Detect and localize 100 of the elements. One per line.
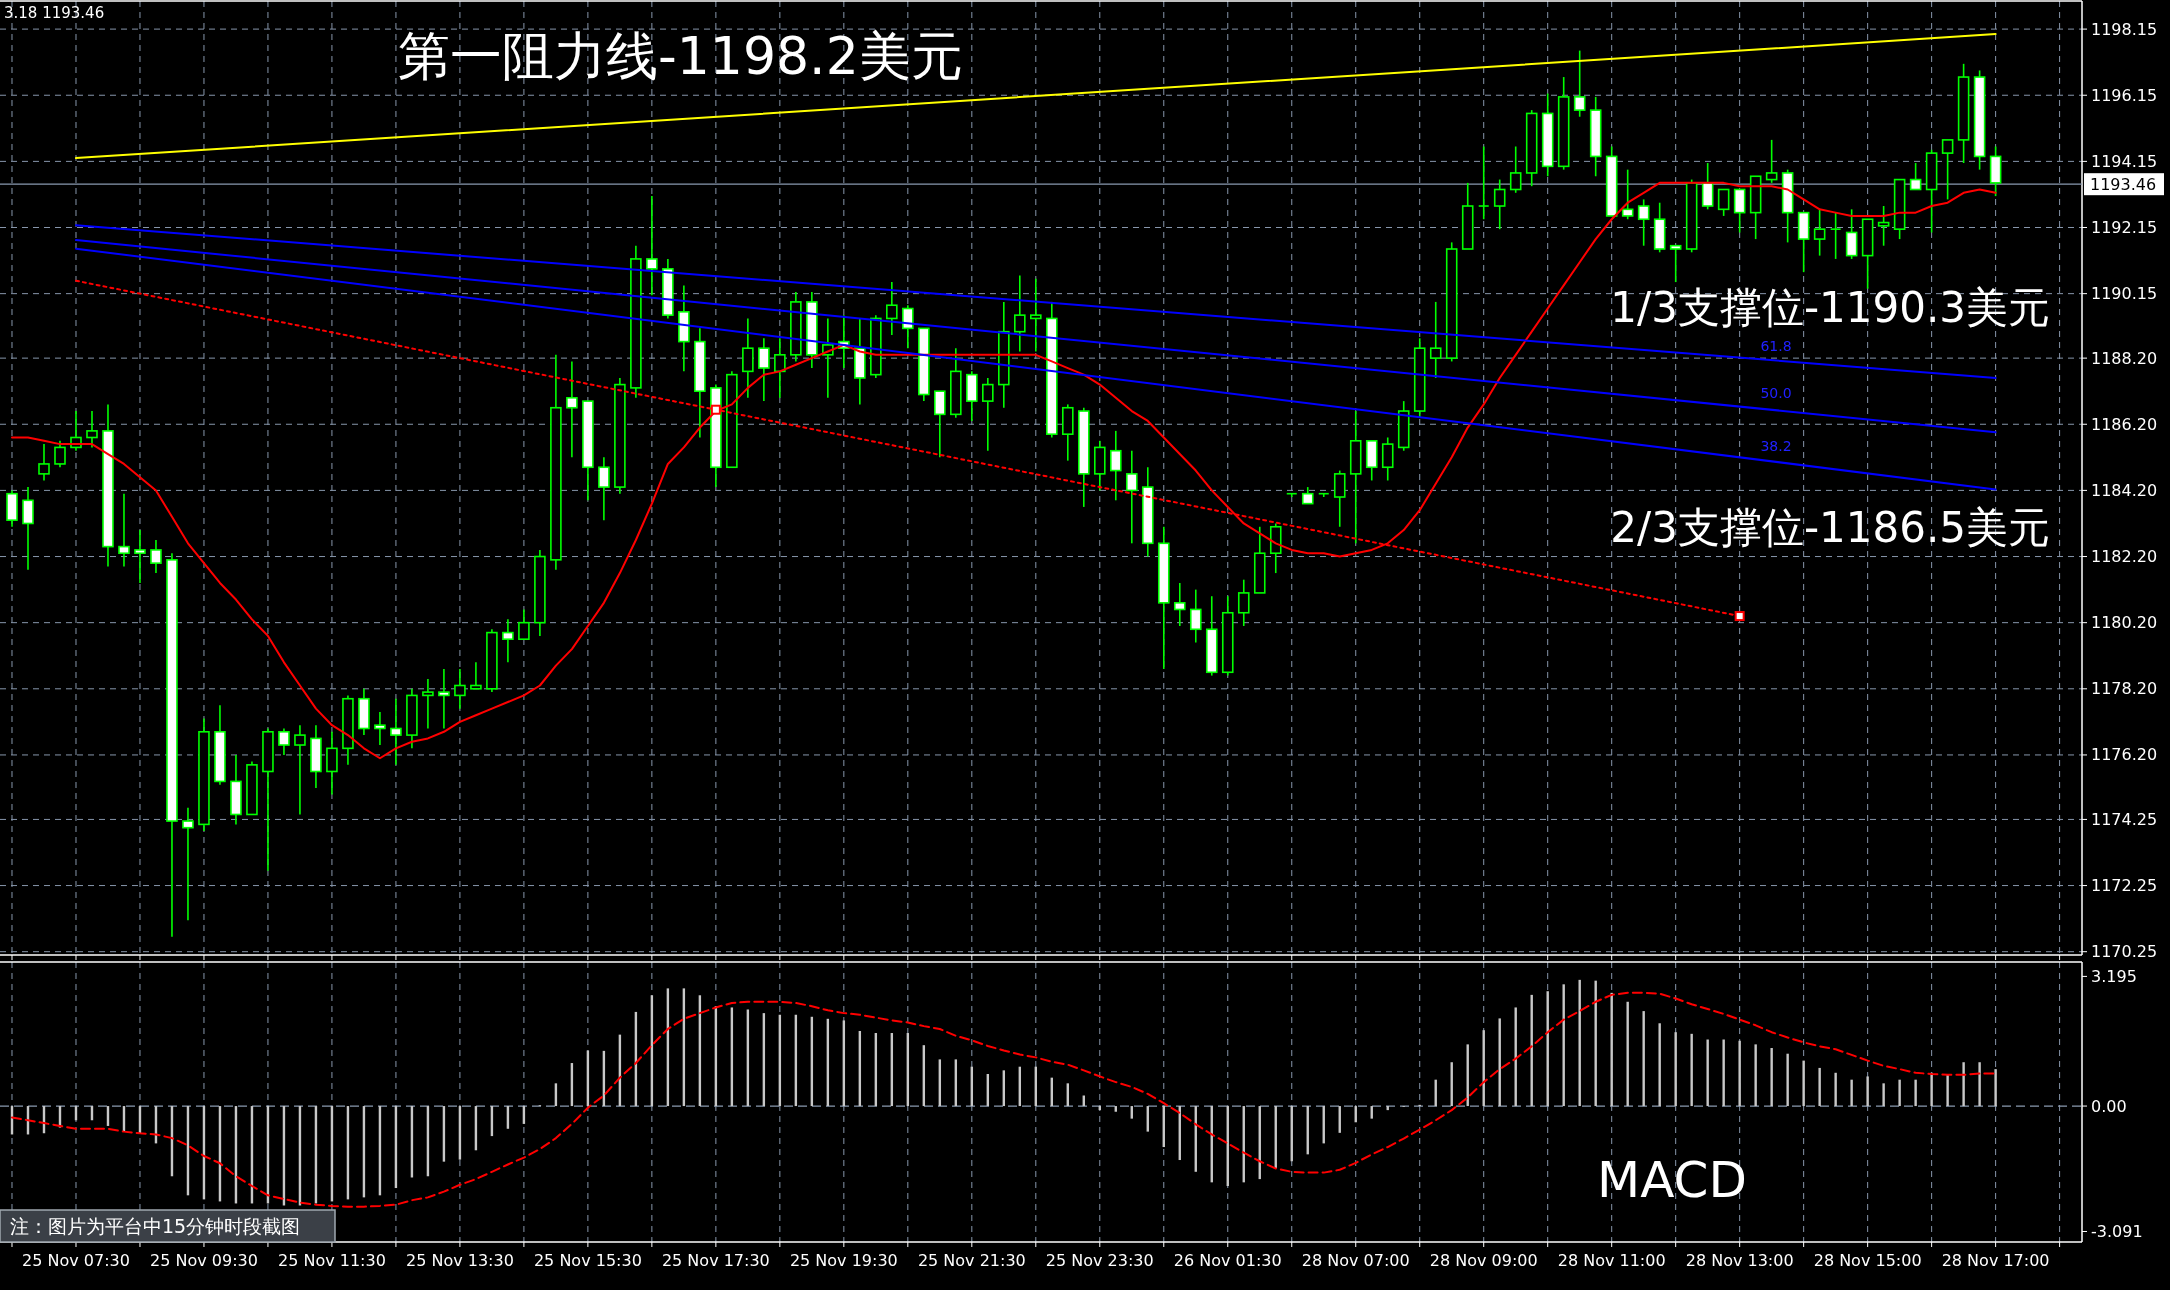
y-tick-label: 1182.20 <box>2091 547 2158 567</box>
candlestick <box>134 529 146 584</box>
x-tick-label: 25 Nov 11:30 <box>278 1251 386 1270</box>
candlestick <box>390 697 402 766</box>
bar <box>1610 992 1613 1107</box>
candlestick <box>742 317 754 399</box>
candlestick <box>278 727 290 756</box>
x-tick-label: 28 Nov 07:00 <box>1301 1251 1410 1270</box>
candlestick <box>454 668 466 710</box>
y-tick-label: -3.091 <box>2091 1221 2143 1241</box>
candlestick <box>1909 162 1922 191</box>
bar <box>1706 1039 1709 1107</box>
line-series <box>11 991 1997 1208</box>
bar <box>1754 1044 1757 1107</box>
x-tick-label: 28 Nov 11:00 <box>1557 1251 1666 1270</box>
bar <box>1802 1060 1805 1107</box>
ref-line-label: 1193.46 <box>2090 174 2157 194</box>
candlestick <box>886 281 898 336</box>
bar <box>1786 1053 1789 1107</box>
bar <box>1594 980 1597 1107</box>
note-box: 注：图片为平台中15分钟时段截图 <box>0 1209 336 1243</box>
bar <box>1866 1076 1869 1107</box>
y-tick-label: 1176.20 <box>2091 745 2158 765</box>
candlestick <box>1637 198 1650 247</box>
candlestick <box>38 443 50 482</box>
x-tick-label: 26 Nov 01:30 <box>1173 1251 1282 1270</box>
candlestick <box>422 678 434 730</box>
price-label: 1193.46 <box>2084 173 2164 196</box>
candlestick <box>1765 139 1778 184</box>
annotation: 38.2 <box>1760 437 1792 454</box>
candlestick <box>982 377 994 452</box>
bar <box>1994 1069 1997 1107</box>
bar <box>1946 1074 1949 1107</box>
bar <box>1674 1032 1677 1107</box>
candlestick <box>646 195 658 297</box>
candlestick <box>1829 211 1842 260</box>
candlestick <box>774 337 786 399</box>
candlestick <box>518 608 530 640</box>
candlestick <box>22 486 34 571</box>
candlestick <box>566 360 578 459</box>
y-tick-label: 1172.25 <box>2091 876 2158 896</box>
candlestick <box>438 668 450 730</box>
bar <box>1914 1079 1917 1107</box>
y-tick-label: 1192.15 <box>2091 218 2158 238</box>
bar <box>1642 1011 1645 1107</box>
candlestick <box>118 492 130 568</box>
candlestick <box>1189 588 1202 644</box>
candlestick <box>1477 145 1490 221</box>
candlestick <box>502 618 514 664</box>
annotation: 50.0 <box>1760 384 1792 401</box>
candlestick <box>1509 145 1522 194</box>
candlestick <box>1669 244 1682 283</box>
y-tick-label: 3.195 <box>2091 966 2137 986</box>
candlestick <box>182 807 194 922</box>
y-tick-label: 1188.20 <box>2091 348 2158 368</box>
bar <box>1898 1079 1901 1107</box>
bar <box>1658 1023 1661 1107</box>
candlestick <box>1845 208 1858 260</box>
x-tick-label: 25 Nov 19:30 <box>789 1251 898 1270</box>
candlestick <box>86 410 98 449</box>
candlestick <box>598 456 610 521</box>
x-tick-label: 25 Nov 23:30 <box>1045 1251 1154 1270</box>
annotation: 注：图片为平台中15分钟时段截图 <box>10 1215 301 1237</box>
candlestick <box>1237 578 1250 627</box>
candlestick <box>1030 277 1042 353</box>
annotation: 61.8 <box>1760 338 1792 355</box>
candlestick <box>1877 205 1890 247</box>
bar <box>1818 1067 1821 1107</box>
bar <box>1962 1062 1965 1107</box>
y-tick-label: 1170.25 <box>2091 942 2158 962</box>
candlestick <box>294 724 306 816</box>
y-tick-label: 1194.15 <box>2091 151 2158 171</box>
candlestick <box>934 390 946 459</box>
candlestick <box>1333 469 1346 528</box>
candlestick <box>1573 49 1586 118</box>
candlestick <box>150 539 162 574</box>
candlestick <box>1125 449 1138 545</box>
annotation: 1/3支撑位-1190.3美元 <box>1610 283 2050 332</box>
y-tick-label: 1180.20 <box>2091 613 2158 633</box>
bar <box>1850 1079 1853 1107</box>
bar <box>1738 1040 1741 1107</box>
bar <box>1626 1001 1629 1107</box>
y-tick-label: 1198.15 <box>2091 19 2158 39</box>
x-tick-label: 25 Nov 07:30 <box>22 1251 130 1270</box>
bar <box>1722 1039 1725 1107</box>
x-tick-label: 28 Nov 09:00 <box>1429 1251 1538 1270</box>
annotation: 2/3支撑位-1186.5美元 <box>1610 503 2050 552</box>
x-tick-label: 28 Nov 15:00 <box>1813 1251 1922 1270</box>
bar <box>1978 1062 1981 1107</box>
candlestick <box>1173 582 1186 627</box>
candlestick <box>374 711 386 746</box>
annotation: 第一阻力线-1198.2美元 <box>398 26 963 86</box>
bar <box>1690 1033 1693 1107</box>
candlestick <box>1621 168 1634 221</box>
candlestick <box>1109 430 1122 502</box>
x-tick-label: 28 Nov 17:00 <box>1941 1251 2050 1270</box>
y-tick-label: 1196.15 <box>2091 85 2158 105</box>
candlestick <box>1429 301 1442 379</box>
x-tick-label: 25 Nov 17:30 <box>661 1251 770 1270</box>
bar <box>1770 1048 1773 1107</box>
